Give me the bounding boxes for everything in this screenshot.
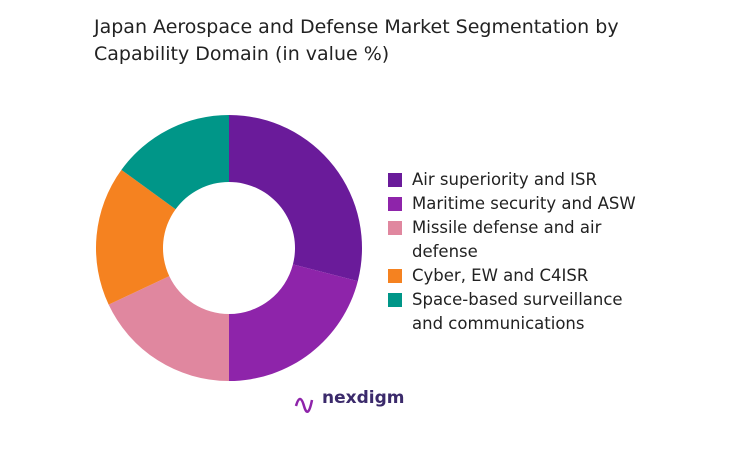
legend-label: Cyber, EW and C4ISR <box>412 266 589 285</box>
donut-segment <box>108 276 229 381</box>
legend-swatch <box>388 173 402 187</box>
legend-item: Maritime security and ASW <box>388 192 658 216</box>
logo-icon <box>294 397 314 413</box>
logo: nexdigm <box>322 388 405 408</box>
legend-item: Cyber, EW and C4ISR <box>388 264 658 288</box>
donut-segment <box>229 264 358 381</box>
legend-swatch <box>388 293 402 307</box>
legend-item: Air superiority and ISR <box>388 168 658 192</box>
donut-segment <box>96 169 176 305</box>
legend-item: Space-based surveillance and communicati… <box>388 288 658 336</box>
legend-item: Missile defense and air defense <box>388 216 658 264</box>
legend-label: Missile defense and air defense <box>412 218 602 261</box>
legend: Air superiority and ISR Maritime security… <box>388 168 658 336</box>
legend-label: Air superiority and ISR <box>412 170 597 189</box>
legend-label: Maritime security and ASW <box>412 194 636 213</box>
legend-swatch <box>388 269 402 283</box>
chart-title: Japan Aerospace and Defense Market Segme… <box>94 16 619 65</box>
legend-label: Space-based surveillance and communicati… <box>412 290 623 333</box>
donut-segment <box>121 115 229 210</box>
legend-swatch <box>388 197 402 211</box>
donut-segment <box>229 115 362 282</box>
legend-swatch <box>388 221 402 235</box>
